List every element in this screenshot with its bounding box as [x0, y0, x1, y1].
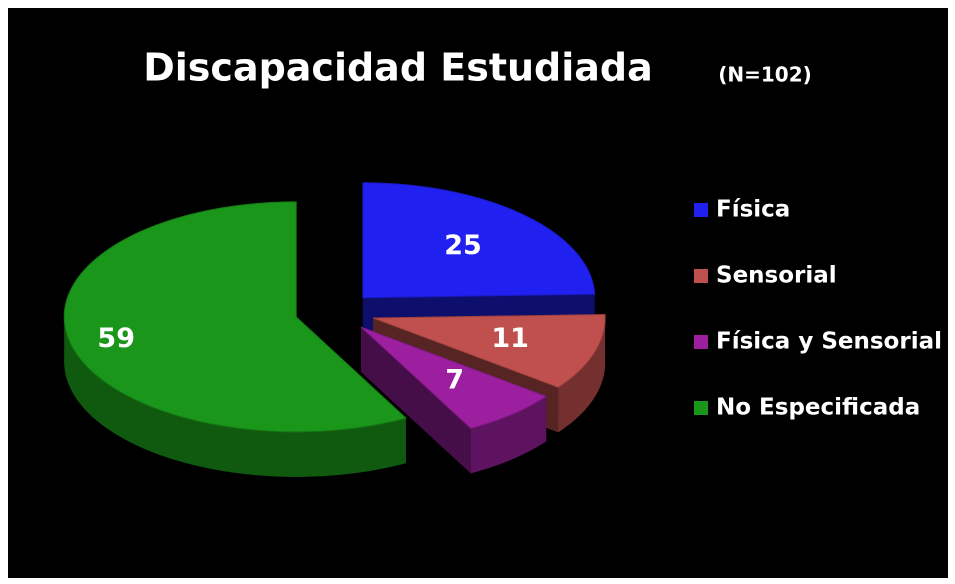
legend-label: No Especificada [716, 395, 920, 421]
data-label: 25 [444, 230, 482, 261]
slice-side [361, 327, 471, 474]
slice [63, 201, 407, 477]
chart-title: Discapacidad Estudiada [143, 46, 653, 90]
legend-swatch [694, 269, 708, 283]
chart-subtitle: (N=102) [718, 63, 812, 87]
legend-swatch [694, 335, 708, 349]
slice-wall [470, 396, 547, 474]
legend-swatch [694, 203, 708, 217]
pie: 25 11 7 59 [63, 182, 606, 477]
slice-wall [558, 318, 606, 433]
data-label: 59 [97, 323, 135, 354]
data-label: 11 [491, 323, 529, 354]
slice-top [362, 182, 596, 299]
slice-wall [64, 316, 406, 477]
legend-label: Física [716, 197, 790, 223]
slice-top [372, 313, 606, 388]
slice-top [63, 201, 407, 433]
legend-label: Sensorial [716, 263, 837, 289]
legend-swatch [694, 401, 708, 415]
data-label: 7 [445, 365, 464, 396]
slice [360, 326, 548, 474]
slice-top [360, 326, 548, 429]
legend: Física Sensorial Física y Sensorial No Espe… [694, 197, 942, 421]
legend-label: Física y Sensorial [716, 329, 942, 355]
